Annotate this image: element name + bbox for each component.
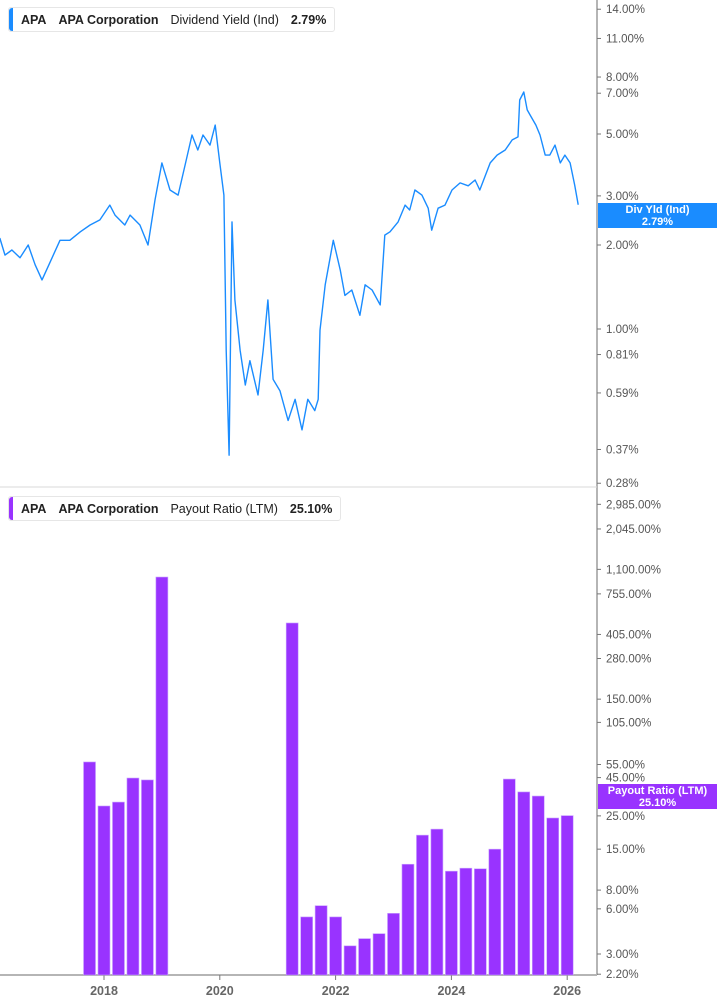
legend-ticker: APA	[21, 12, 47, 27]
y-tick-label: 1.00%	[606, 324, 639, 336]
x-tick-label: 2020	[206, 984, 234, 998]
y-tick-label: 105.00%	[606, 717, 651, 729]
payout-ratio-bar	[560, 815, 574, 976]
payout-ratio-bar	[459, 867, 473, 976]
legend-metric: Payout Ratio (LTM)	[170, 501, 278, 516]
div-yield-price-flag: Div Yld (Ind) 2.79%	[598, 203, 717, 228]
flag-label: Div Yld (Ind)	[625, 204, 690, 216]
payout-ratio-bar	[358, 938, 371, 976]
x-tick-label: 2024	[437, 984, 465, 998]
x-tick-label: 2026	[553, 984, 581, 998]
flag-value: 2.79%	[641, 216, 674, 228]
y-tick-label: 1,100.00%	[606, 564, 661, 576]
payout-ratio-bar	[141, 779, 154, 976]
payout-ratio-bar	[83, 761, 96, 976]
payout-ratio-bar	[343, 945, 357, 976]
y-tick-label: 6.00%	[606, 904, 639, 916]
legend-company: APA Corporation	[58, 501, 159, 516]
y-tick-label: 55.00%	[606, 760, 645, 772]
y-tick-label: 150.00%	[606, 694, 651, 706]
y-tick-label: 11.00%	[606, 33, 644, 45]
y-tick-label: 2,045.00%	[606, 524, 661, 536]
y-tick-label: 3.00%	[606, 191, 639, 203]
top-legend: APA APA Corporation Dividend Yield (Ind)…	[8, 7, 336, 32]
payout-ratio-bar	[314, 905, 328, 976]
y-tick-label: 7.00%	[606, 88, 639, 100]
y-tick-label: 755.00%	[606, 589, 651, 601]
payout-ratio-bar	[97, 805, 111, 976]
y-tick-label: 5.00%	[606, 129, 639, 141]
payout-ratio-bar	[517, 791, 531, 976]
payout-ratio-bar	[112, 801, 125, 976]
y-tick-label: 0.59%	[606, 388, 639, 400]
x-tick-label: 2018	[90, 984, 118, 998]
y-tick-label: 405.00%	[606, 629, 651, 641]
payout-ratio-bar	[300, 916, 313, 976]
payout-ratio-bar	[416, 834, 429, 976]
payout-ratio-bar	[155, 576, 169, 976]
payout-ratio-bar	[546, 817, 560, 976]
legend-ticker: APA	[21, 501, 47, 516]
y-tick-label: 2,985.00%	[606, 499, 661, 511]
y-tick-label: 0.28%	[606, 478, 639, 490]
y-tick-label: 15.00%	[606, 844, 645, 856]
y-tick-label: 0.37%	[606, 444, 639, 456]
legend-company: APA Corporation	[58, 12, 159, 27]
dividend-yield-line	[0, 91, 579, 456]
legend-metric: Dividend Yield (Ind)	[170, 12, 279, 27]
y-tick-label: 2.00%	[606, 240, 639, 252]
payout-ratio-bar	[387, 913, 400, 976]
y-tick-label: 25.00%	[606, 811, 645, 823]
series-color-marker	[9, 8, 13, 31]
flag-value: 25.10%	[638, 797, 677, 809]
legend-value: 25.10%	[289, 501, 333, 516]
payout-ratio-price-flag: Payout Ratio (LTM) 25.10%	[598, 784, 717, 809]
y-tick-label: 3.00%	[606, 949, 639, 961]
flag-label: Payout Ratio (LTM)	[607, 785, 708, 797]
x-tick-label: 2022	[322, 984, 350, 998]
y-tick-label: 8.00%	[606, 885, 639, 897]
payout-ratio-bar	[488, 848, 502, 976]
payout-ratio-bar	[445, 870, 458, 976]
payout-ratio-bar	[531, 795, 545, 976]
payout-ratio-bar	[329, 916, 342, 976]
series-color-marker	[9, 497, 13, 520]
y-tick-label: 2.20%	[606, 969, 639, 981]
y-tick-label: 0.81%	[606, 350, 639, 362]
y-tick-label: 45.00%	[606, 773, 645, 785]
y-tick-label: 14.00%	[606, 4, 645, 16]
payout-ratio-bar	[401, 863, 415, 976]
legend-value: 2.79%	[290, 12, 327, 27]
y-tick-label: 280.00%	[606, 653, 651, 665]
payout-ratio-bar	[502, 778, 516, 976]
y-tick-label: 8.00%	[606, 72, 639, 84]
payout-ratio-bar	[285, 622, 299, 976]
payout-ratio-bar	[474, 868, 487, 976]
bottom-legend: APA APA Corporation Payout Ratio (LTM) 2…	[8, 496, 342, 521]
payout-ratio-bar	[372, 933, 386, 976]
payout-ratio-bar	[430, 828, 444, 976]
payout-ratio-bar	[126, 777, 140, 976]
